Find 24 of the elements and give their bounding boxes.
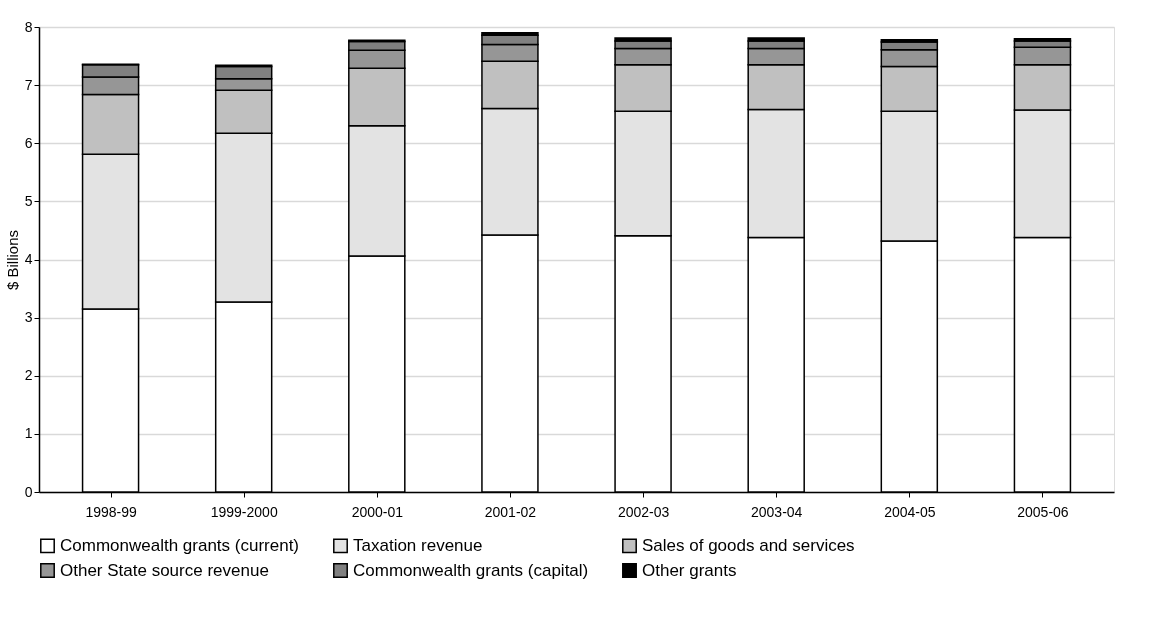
x-tick-label: 2001-02: [484, 503, 537, 520]
y-tick-label: 1: [24, 425, 33, 442]
y-tick-label: 5: [24, 192, 33, 209]
legend-label: Taxation revenue: [353, 535, 483, 555]
legend-label: Commonwealth grants (current): [60, 535, 300, 555]
x-tick-label: 2002-03: [617, 503, 670, 520]
x-tick-label: 2000-01: [351, 503, 404, 520]
y-tick-label: 8: [24, 18, 33, 35]
x-tick-label: 2005-06: [1017, 503, 1069, 520]
legend-label: Commonwealth grants (capital): [353, 560, 589, 580]
y-tick-label: 4: [24, 251, 33, 267]
y-tick-label: 0: [24, 483, 33, 500]
y-tick-label: 7: [24, 76, 33, 93]
y-tick-label: 6: [24, 134, 33, 151]
x-tick-label: 1998-99: [85, 503, 137, 520]
legend-label: Sales of goods and services: [642, 535, 855, 555]
legend-label: Other State source revenue: [60, 560, 269, 580]
y-axis-title: $ Billions: [3, 229, 21, 291]
x-tick-label: 2004-05: [884, 503, 936, 520]
y-tick-label: 3: [24, 309, 33, 326]
legend-label: Other grants: [642, 560, 737, 580]
x-tick-label: 2003-04: [750, 503, 803, 520]
x-tick-label: 1999-2000: [210, 503, 278, 520]
y-tick-label: 2: [24, 367, 33, 384]
